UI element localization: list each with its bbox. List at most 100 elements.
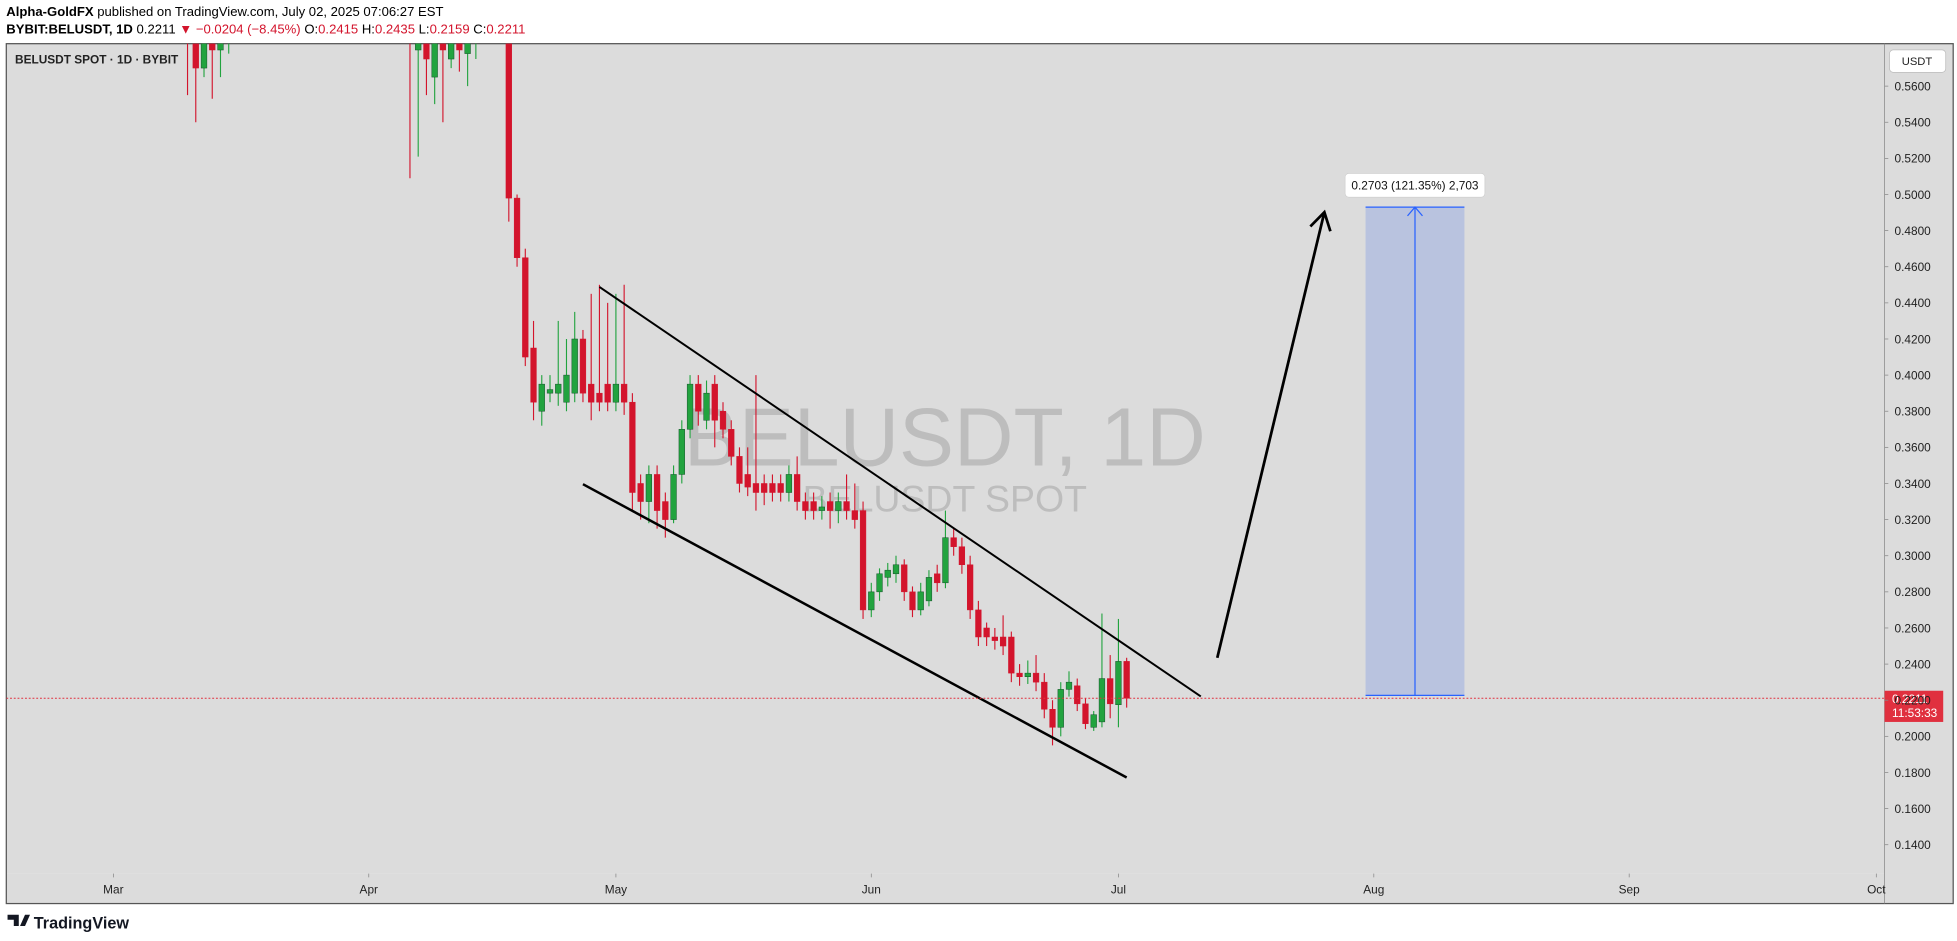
x-tick-label: Jul — [1111, 883, 1126, 897]
y-tick-label: 0.4200 — [1895, 332, 1932, 346]
candle-body — [604, 383, 611, 403]
ohlc-value: 0.2159 — [430, 22, 470, 37]
candle-body — [456, 43, 463, 51]
candle-body — [1090, 714, 1097, 728]
candle-body — [719, 410, 727, 430]
candle-body — [1115, 661, 1122, 705]
ohlc-label: C: — [473, 22, 486, 37]
candle-body — [1107, 678, 1114, 705]
candle-body — [563, 374, 570, 403]
candle-body — [917, 591, 924, 611]
ohlc-value: 0.2211 — [486, 22, 525, 37]
y-tick-label: 0.2000 — [1895, 730, 1932, 744]
candle-body — [1065, 681, 1073, 690]
candle-body — [1008, 636, 1015, 674]
x-tick-label: Oct — [1867, 883, 1886, 897]
candle-body — [571, 338, 578, 394]
chart-title: BELUSDT SPOT · 1D · BYBIT — [15, 53, 179, 67]
candle-body — [925, 577, 933, 602]
candle-body — [653, 474, 661, 511]
candle-body — [209, 43, 216, 51]
y-tick-label: 0.3600 — [1895, 441, 1932, 455]
candle-body — [1057, 689, 1064, 728]
candle-body — [670, 474, 677, 520]
candle-body — [645, 474, 652, 502]
candle-body — [505, 43, 512, 199]
time-axis — [6, 873, 1885, 904]
candle-body — [588, 383, 595, 403]
y-tick-label: 0.4800 — [1895, 224, 1932, 238]
candle-body — [439, 43, 447, 51]
candle-body — [546, 389, 554, 394]
candle-body — [950, 537, 957, 547]
last: 0.2211 — [137, 22, 176, 37]
x-tick-label: Jun — [862, 883, 881, 897]
arrow-shaft — [1215, 211, 1326, 659]
candle-body — [942, 537, 949, 584]
price-countdown: 11:53:33 — [1892, 706, 1938, 720]
candle-body — [744, 474, 751, 488]
candle-body — [612, 383, 620, 403]
candle-body — [1074, 685, 1081, 705]
candle-body — [999, 636, 1007, 647]
price-label-box — [1884, 690, 1944, 722]
candle-body — [876, 573, 883, 593]
candle-body — [217, 43, 224, 51]
brand-logo — [7, 914, 31, 927]
y-tick-label: 0.2600 — [1895, 621, 1932, 635]
y-tick-label: 0.1400 — [1895, 838, 1932, 852]
y-tick-label: 0.4000 — [1895, 368, 1932, 382]
y-tick-label: 0.5600 — [1895, 79, 1932, 93]
y-tick-label: 0.3400 — [1895, 477, 1932, 491]
candle-body — [851, 510, 858, 520]
candle-body — [769, 483, 776, 493]
candle-body — [909, 591, 916, 611]
candle-body — [1098, 678, 1106, 723]
currency-button[interactable] — [1889, 49, 1947, 73]
header-line: Alpha-GoldFX published on TradingView.co… — [6, 4, 443, 19]
candle-body — [934, 573, 941, 584]
measure-label-box — [1344, 173, 1486, 198]
candle-body — [868, 591, 875, 611]
candle-body — [892, 564, 900, 575]
candle-body — [464, 43, 471, 54]
symbol-legend: BYBIT:BELUSDT, 1D 0.2211 ▼ −0.0204 (−8.4… — [6, 22, 525, 37]
candle-body — [802, 501, 809, 511]
currency-label[interactable]: USDT — [1902, 56, 1933, 68]
candle-body — [975, 609, 982, 638]
candle-body — [761, 483, 768, 493]
ohlc-label: L: — [419, 22, 430, 37]
y-tick-label: 0.4600 — [1895, 260, 1932, 274]
plot-layer — [6, 43, 1885, 779]
x-tick-label: Sep — [1619, 883, 1640, 897]
candle-body — [777, 483, 784, 493]
y-tick-label: 0.3800 — [1895, 405, 1932, 419]
y-tick-label: 0.2400 — [1895, 657, 1932, 671]
candle-body — [415, 43, 422, 51]
candle-body — [785, 474, 793, 493]
y-tick-label: 0.5000 — [1895, 188, 1932, 202]
y-tick-label: 0.3000 — [1895, 549, 1932, 563]
candle-body — [678, 429, 685, 475]
x-tick-label: Aug — [1363, 883, 1384, 897]
candle-body — [736, 456, 743, 484]
candle-body — [711, 383, 718, 421]
brand-name: TradingView — [34, 915, 130, 933]
candle-body — [794, 474, 801, 502]
brand: TradingView — [7, 914, 130, 933]
candle-body — [621, 383, 628, 403]
y-tick-label: 0.2200 — [1895, 694, 1932, 708]
y-tick-label: 0.5400 — [1895, 116, 1932, 130]
candle-body — [596, 392, 603, 403]
candle-body — [752, 483, 760, 493]
published: published on TradingView.com, July 02, 2… — [97, 4, 443, 19]
y-tick-label: 0.1600 — [1895, 802, 1932, 816]
candle-body — [818, 506, 825, 511]
author: Alpha-GoldFX — [6, 4, 94, 19]
ohlc-value: 0.2435 — [375, 22, 415, 37]
candle-body — [1123, 661, 1130, 699]
candle-body — [728, 429, 735, 457]
